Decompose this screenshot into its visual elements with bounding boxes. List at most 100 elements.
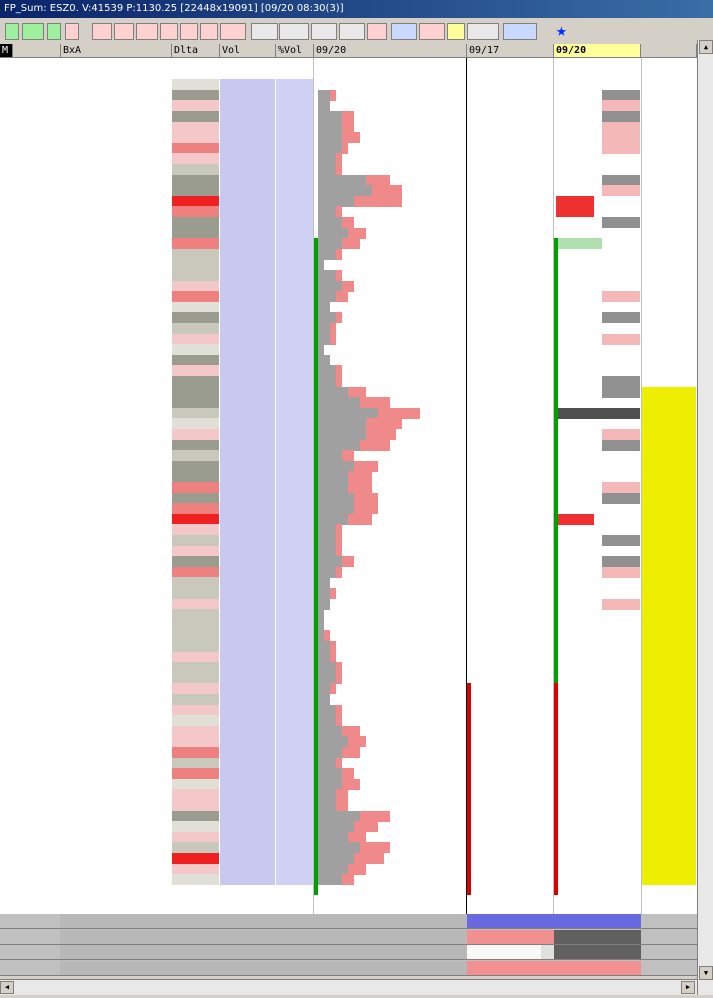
- price-label-right: [642, 566, 696, 578]
- delta-cell: [172, 513, 219, 525]
- profile-bar: [336, 757, 342, 769]
- price-label-right: [642, 386, 696, 398]
- profile-bar: [336, 206, 342, 218]
- price-label-right: [642, 821, 696, 833]
- current-day-cell: [556, 482, 640, 493]
- star-icon[interactable]: ★: [556, 20, 567, 41]
- profile-bar: [342, 217, 354, 228]
- price-label-right: [642, 641, 696, 652]
- horizontal-scrollbar[interactable]: ◀ ▶: [0, 979, 697, 995]
- toolbar-button-1[interactable]: [22, 23, 44, 40]
- price-label-right: [642, 143, 696, 154]
- header-date-0920-current[interactable]: 09/20: [554, 44, 641, 58]
- toolbar-button-3[interactable]: [65, 23, 79, 40]
- volume-cell: [220, 153, 275, 165]
- toolbar-button-16[interactable]: [391, 23, 417, 40]
- volume-cell: [220, 503, 275, 515]
- profile-bar: [318, 195, 354, 207]
- profile-bar: [342, 142, 348, 154]
- price-label-right: [642, 132, 696, 143]
- profile-bar: [330, 651, 336, 663]
- header-dlta[interactable]: Dlta: [172, 44, 220, 58]
- bid-ask-cell: [62, 461, 170, 472]
- price-label: [14, 673, 60, 684]
- current-day-cell: [556, 79, 640, 90]
- percent-volume-cell: [276, 715, 313, 727]
- delta-cell: [172, 662, 219, 674]
- footer-vol: [220, 929, 276, 945]
- scroll-up-icon[interactable]: ▲: [699, 40, 713, 54]
- toolbar-button-19[interactable]: [467, 23, 499, 40]
- header-m[interactable]: M: [0, 44, 13, 58]
- toolbar-button-11[interactable]: [251, 23, 278, 40]
- scroll-right-icon[interactable]: ▶: [681, 981, 695, 994]
- profile-bar: [330, 89, 336, 101]
- delta-cell: [172, 79, 219, 91]
- toolbar-button-10[interactable]: [220, 23, 246, 40]
- bid-ask-cell: [62, 153, 170, 164]
- vertical-scrollbar[interactable]: ▲ ▼: [697, 40, 713, 995]
- price-label: [14, 864, 60, 875]
- column-divider: [553, 58, 554, 914]
- toolbar-button-0[interactable]: [5, 23, 19, 40]
- bid-ask-cell: [62, 334, 170, 345]
- current-day-cell: [556, 270, 640, 281]
- toolbar-button-7[interactable]: [160, 23, 178, 40]
- toolbar-button-2[interactable]: [47, 23, 61, 40]
- volume-cell: [220, 662, 275, 674]
- bid-ask-cell: [62, 344, 170, 355]
- toolbar-button-6[interactable]: [136, 23, 158, 40]
- header-pvol[interactable]: %Vol: [276, 44, 314, 58]
- price-label-right: [642, 556, 696, 568]
- header-vol[interactable]: Vol: [220, 44, 276, 58]
- profile-bar: [318, 874, 342, 886]
- price-label-right: [642, 175, 696, 186]
- prior-day-cell: [470, 694, 552, 705]
- toolbar-button-12[interactable]: [279, 23, 309, 40]
- current-day-cell: [556, 429, 640, 440]
- header-date-0917[interactable]: 09/17: [467, 44, 554, 58]
- toolbar-button-9[interactable]: [200, 23, 218, 40]
- percent-volume-cell: [276, 577, 313, 589]
- percent-volume-cell: [276, 450, 313, 462]
- toolbar-button-20[interactable]: [503, 23, 537, 40]
- delta-cell: [172, 259, 219, 271]
- bid-ask-cell: [62, 715, 170, 726]
- bid-ask-cell: [62, 556, 170, 567]
- price-label: [14, 853, 60, 864]
- price-label-right: [642, 407, 696, 419]
- toolbar-button-8[interactable]: [180, 23, 198, 40]
- profile-bar: [318, 312, 336, 324]
- bid-ask-cell: [62, 291, 170, 302]
- price-label: [14, 175, 60, 186]
- toolbar-button-13[interactable]: [311, 23, 337, 40]
- bid-ask-cell: [62, 493, 170, 504]
- delta-cell: [172, 386, 219, 398]
- scroll-down-icon[interactable]: ▼: [699, 966, 713, 980]
- header-date-0920[interactable]: 09/20: [314, 44, 467, 58]
- percent-volume-cell: [276, 471, 313, 483]
- toolbar-button-18[interactable]: [447, 23, 465, 40]
- header-bxa[interactable]: BxA: [61, 44, 172, 58]
- bid-ask-cell: [62, 408, 170, 419]
- toolbar-button-15[interactable]: [367, 23, 387, 40]
- percent-volume-cell: [276, 757, 313, 769]
- bid-ask-cell: [62, 800, 170, 811]
- profile-bar: [354, 460, 378, 472]
- delta-cell: [172, 630, 219, 642]
- delta-cell: [172, 429, 219, 440]
- profile-bar: [360, 397, 390, 409]
- volume-cell: [220, 598, 275, 610]
- toolbar-button-17[interactable]: [419, 23, 445, 40]
- price-label: [14, 100, 60, 111]
- current-day-cell: [556, 779, 640, 790]
- profile-bar: [348, 482, 372, 493]
- footprint-grid[interactable]: [0, 58, 697, 914]
- toolbar-button-5[interactable]: [114, 23, 134, 40]
- toolbar-button-4[interactable]: [92, 23, 112, 40]
- column-divider: [313, 58, 314, 914]
- scroll-left-icon[interactable]: ◀: [0, 981, 14, 994]
- toolbar-button-14[interactable]: [339, 23, 365, 40]
- current-day-cell: [556, 386, 640, 398]
- profile-bar: [330, 323, 336, 334]
